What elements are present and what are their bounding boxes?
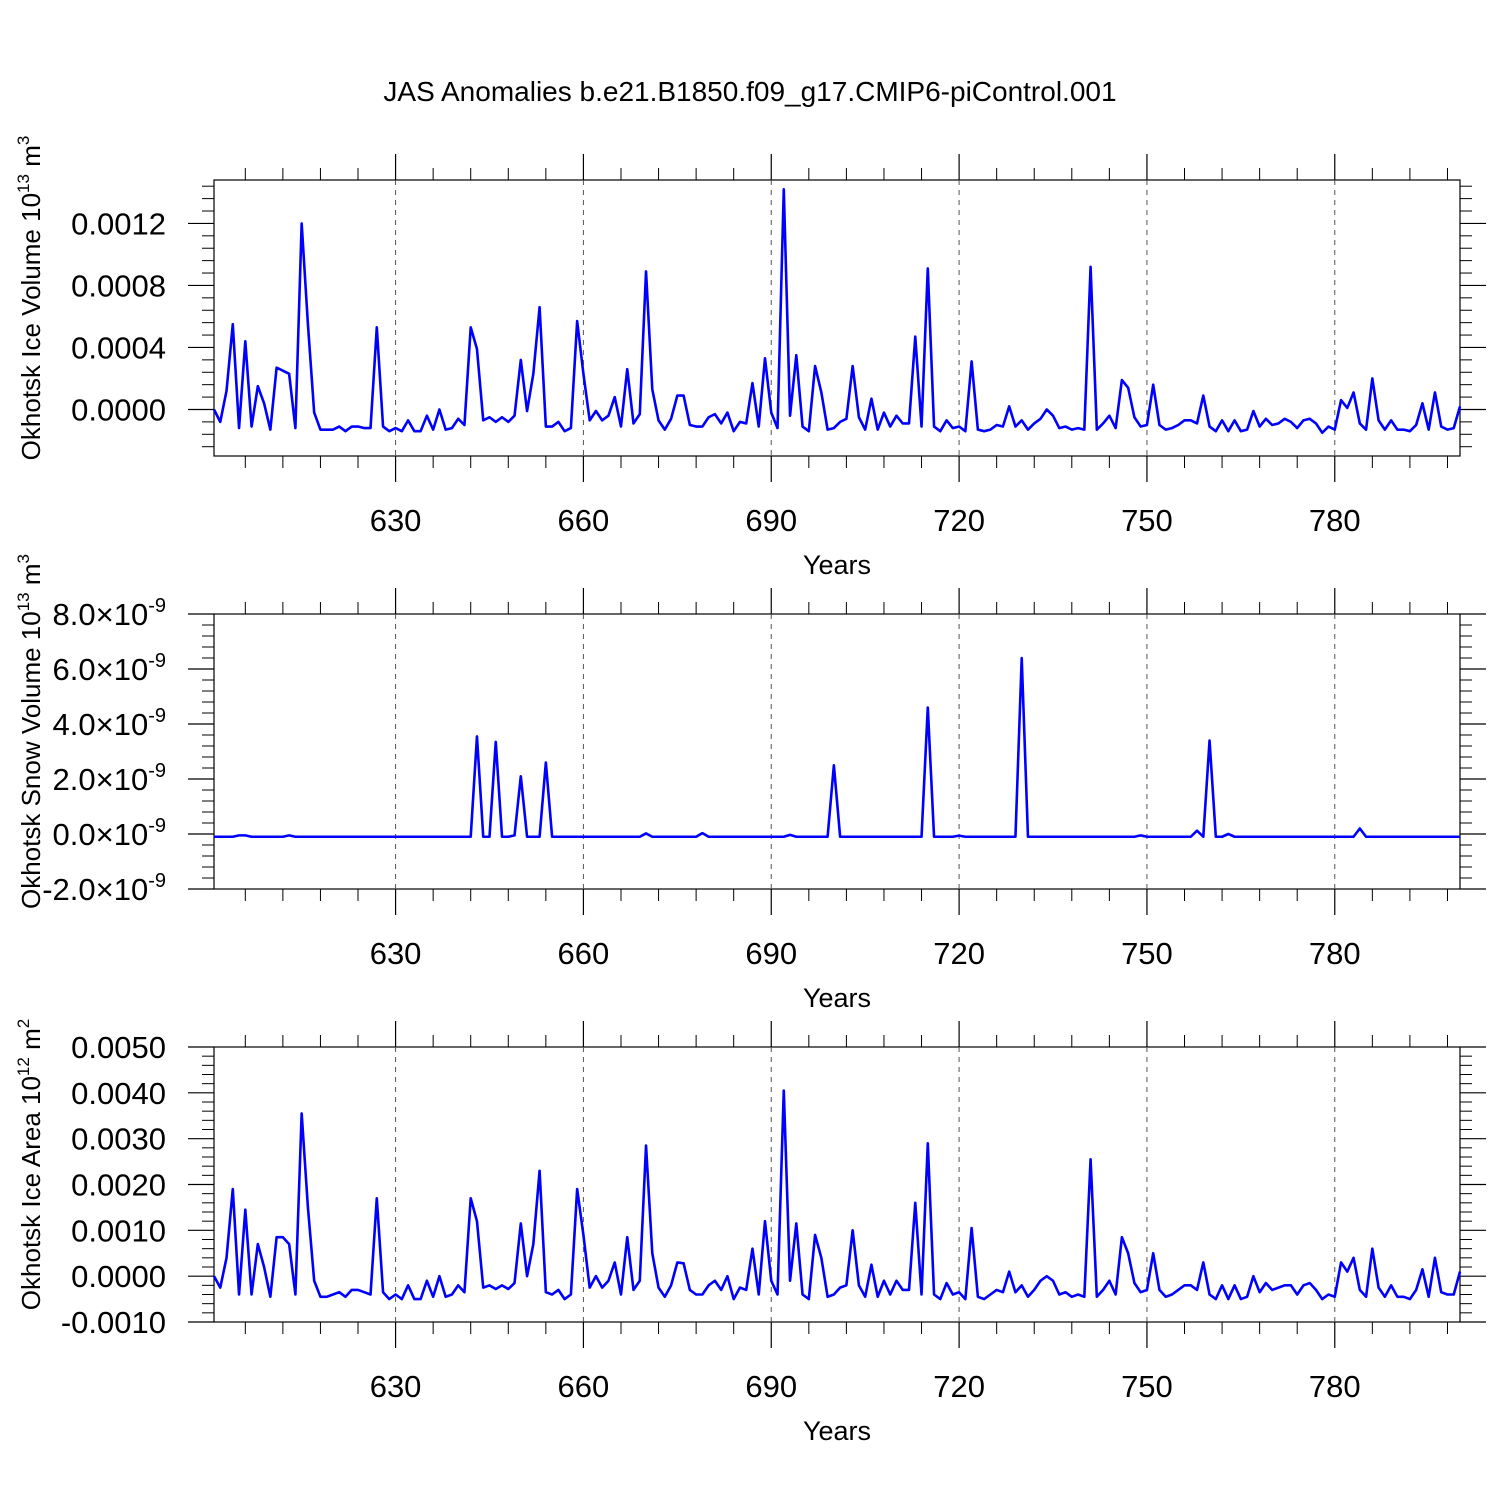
y-tick-label: 0.0008 — [71, 268, 166, 303]
x-tick-label: 660 — [558, 503, 610, 538]
x-tick-label: 630 — [370, 936, 422, 971]
panel-3-frame — [213, 1046, 1461, 1323]
x-tick-label: 780 — [1309, 503, 1361, 538]
y-tick-label: 4.0×10-9 — [53, 705, 166, 742]
y-tick-label: -2.0×10-9 — [42, 870, 166, 907]
x-tick-label: 660 — [558, 1369, 610, 1404]
x-tick-label: 780 — [1309, 936, 1361, 971]
x-tick-label: 690 — [745, 936, 797, 971]
panel-1-frame — [213, 179, 1461, 457]
panel-1-series-line — [212, 188, 1462, 435]
x-tick-label: 720 — [933, 503, 985, 538]
panel-2-xlabel: Years — [803, 983, 871, 1013]
y-tick-label: 0.0004 — [71, 330, 166, 365]
y-tick-label: 0.0030 — [71, 1122, 166, 1157]
x-tick-label: 630 — [370, 1369, 422, 1404]
x-tick-label: 780 — [1309, 1369, 1361, 1404]
x-tick-label: 720 — [933, 936, 985, 971]
y-tick-label: -0.0010 — [61, 1305, 166, 1340]
y-tick-label: 8.0×10-9 — [53, 595, 166, 632]
panel-2-frame — [213, 613, 1461, 890]
x-tick-label: 690 — [745, 503, 797, 538]
x-tick-label: 690 — [745, 1369, 797, 1404]
chart-title: JAS Anomalies b.e21.B1850.f09_g17.CMIP6-… — [383, 76, 1117, 107]
y-tick-label: 0.0050 — [71, 1030, 166, 1065]
x-tick-label: 750 — [1121, 1369, 1173, 1404]
y-tick-label: 6.0×10-9 — [53, 650, 166, 687]
panel-2-series-line — [214, 656, 1460, 839]
y-tick-label: 0.0010 — [71, 1213, 166, 1248]
y-tick-label: 0.0040 — [71, 1076, 166, 1111]
y-tick-label: 2.0×10-9 — [53, 760, 166, 797]
x-tick-label: 630 — [370, 503, 422, 538]
x-tick-label: 720 — [933, 1369, 985, 1404]
y-tick-label: 0.0000 — [71, 1259, 166, 1294]
panel-3-ylabel: Okhotsk Ice Area 1012 m2 — [14, 1019, 46, 1310]
y-tick-label: 0.0×10-9 — [53, 815, 166, 852]
panel-1-xlabel: Years — [803, 550, 871, 580]
panel-3-series-line — [212, 1089, 1462, 1301]
y-tick-label: 0.0012 — [71, 206, 166, 241]
x-tick-label: 750 — [1121, 503, 1173, 538]
panel-1-ylabel: Okhotsk Ice Volume 1013 m3 — [14, 136, 46, 461]
panel-3-xlabel: Years — [803, 1416, 871, 1446]
y-tick-label: 0.0020 — [71, 1168, 166, 1203]
y-tick-label: 0.0000 — [71, 392, 166, 427]
panel-2-ylabel: Okhotsk Snow Volume 1013 m3 — [14, 554, 46, 909]
x-tick-label: 660 — [558, 936, 610, 971]
x-tick-label: 750 — [1121, 936, 1173, 971]
